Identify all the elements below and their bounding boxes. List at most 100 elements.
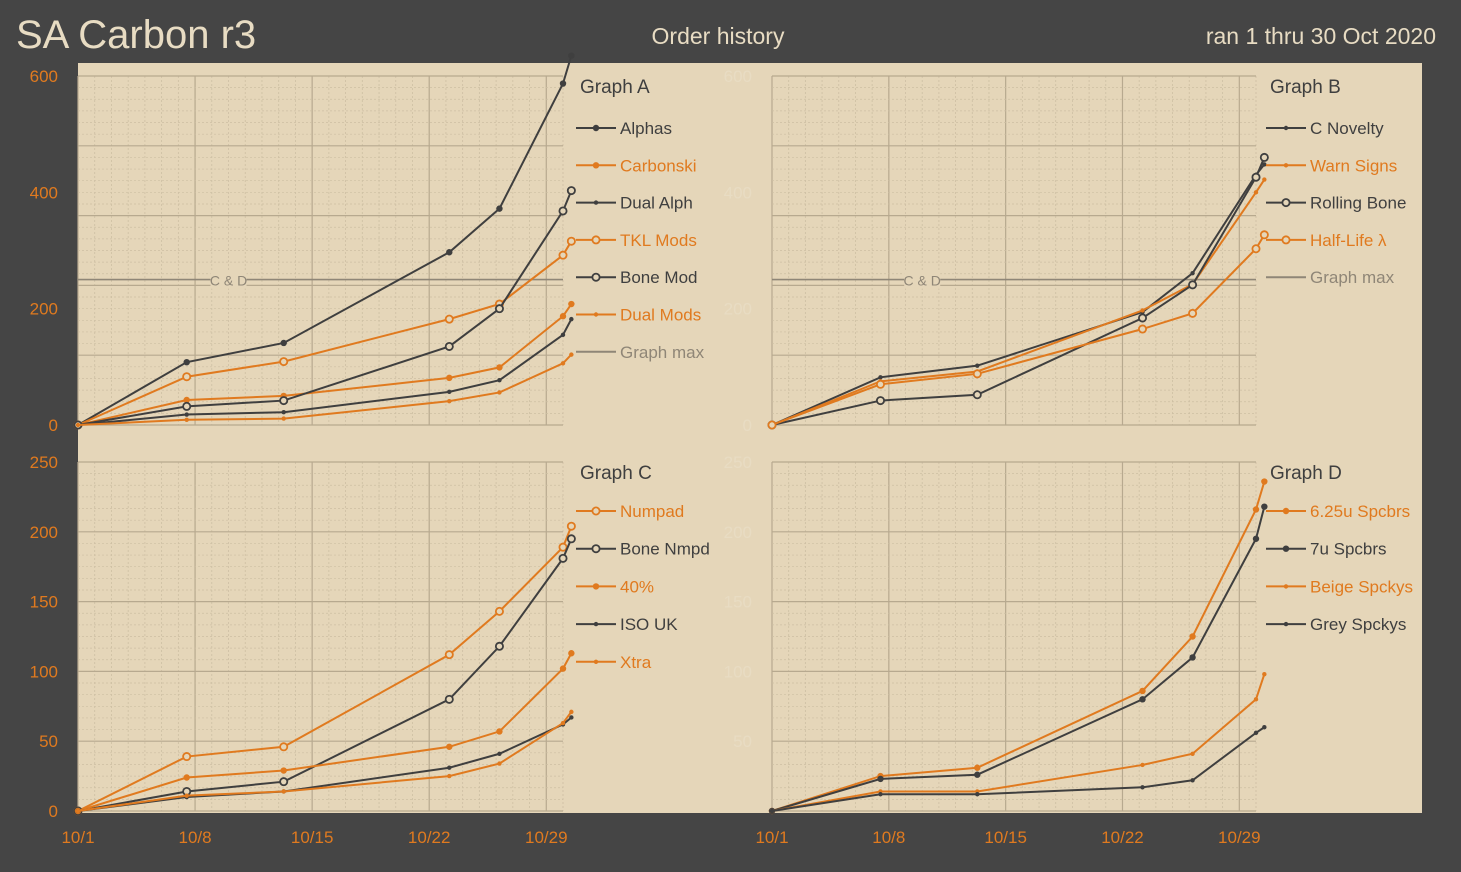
legend: Graph D 6.25u Spcbrs 7u Spcbrs Beige Spckys… [1266,463,1413,634]
x-tick-label: 10/1 [61,828,94,847]
y-tick-label: 200 [30,300,58,319]
y-tick-label: 0 [49,802,58,821]
data-point [1259,152,1269,162]
data-point [767,420,777,430]
series-40- [74,650,575,815]
data-point [558,542,568,552]
data-point [560,720,566,726]
data-point [1138,324,1148,334]
legend-swatch-marker [1281,198,1291,208]
data-point [974,771,981,778]
legend-item: Carbonski [576,156,697,175]
legend-item: Xtra [576,653,652,672]
data-point [1138,313,1148,323]
data-point [446,374,453,382]
legend-label: Beige Spckys [1310,577,1413,596]
y-tick-label: 250 [724,453,752,472]
data-point [1261,478,1268,485]
y-tick-label: 600 [30,67,58,86]
data-point [279,357,289,367]
data-point [1262,177,1267,182]
graph-max-annotation: C & D [210,273,247,289]
y-tick-label: 100 [724,662,752,681]
legend-swatch-marker [1283,163,1289,168]
legend-item: Graph max [1266,268,1395,287]
graph-panels: 0 200 400 600 C & D Graph A Alphas Carbonski Dua… [30,52,1413,847]
data-point [184,412,189,417]
data-point [569,715,574,720]
data-point [1253,190,1259,195]
data-point [279,777,289,787]
data-point [975,363,980,368]
graph-title: Graph D [1270,463,1342,484]
legend-item: Warn Signs [1266,156,1397,175]
data-point [566,236,576,246]
data-point [494,606,504,616]
data-point [558,553,568,563]
legend-label: C Novelty [1310,119,1384,138]
data-point [444,341,454,351]
data-point [569,709,574,715]
graph-title: Graph B [1270,77,1341,98]
legend: Graph A Alphas Carbonski Dual Alph TKL Mods B… [576,77,705,362]
data-point [446,743,453,750]
y-tick-label: 150 [30,593,58,612]
x-tick-label: 10/8 [179,828,212,847]
y-tick-label: 400 [724,183,752,202]
data-point [972,390,982,400]
y-tick-label: 0 [49,416,58,435]
data-point [1259,230,1269,240]
y-tick-label: 600 [724,67,752,86]
x-tick-label: 10/15 [291,828,334,847]
legend-label: Alphas [620,119,672,138]
data-point [279,396,289,406]
graph-max-annotation: C & D [904,273,941,289]
data-point [444,694,454,704]
legend-label: Bone Nmpd [620,540,710,559]
data-point [280,339,287,347]
legend-swatch-marker [591,272,601,282]
data-point [281,416,286,421]
data-point [566,186,576,196]
data-point [1262,162,1267,167]
data-point [1253,730,1259,736]
data-point [1188,308,1198,318]
graph-a: 0 200 400 600 C & D Graph A Alphas Carbonski Dua… [30,52,705,435]
legend-item: Rolling Bone [1266,194,1406,213]
series-bone-nmpd [73,534,576,816]
data-point [494,304,504,314]
legend-item: Graph max [576,343,705,362]
data-point [568,650,575,657]
graph-d: 50 100 150 200 250 10/1 10/8 10/15 10/22 10/29 Gra… [724,453,1413,847]
legend-swatch-marker [1283,621,1289,627]
data-point [183,396,190,404]
data-point [569,316,574,322]
legend-item: Bone Mod [576,268,698,287]
legend-item: Numpad [576,502,684,521]
legend-item: ISO UK [576,615,678,634]
legend-label: ISO UK [620,615,678,634]
legend-swatch-marker [591,235,601,245]
legend-label: TKL Mods [620,231,697,250]
data-point [447,773,452,779]
series-alphas [74,52,575,429]
data-point [497,751,502,756]
graph-grid [771,461,1257,812]
data-point [496,205,503,212]
data-point [769,808,775,814]
legend-label: Xtra [620,653,652,672]
legend-item: 7u Spcbrs [1266,540,1387,559]
data-point [281,410,286,415]
data-point [1140,308,1145,313]
series-bone-mod [73,186,576,430]
legend-swatch-marker [1282,545,1290,552]
data-point [184,417,189,422]
legend-item: 6.25u Spcbrs [1266,502,1410,521]
x-tick-label: 10/22 [1101,828,1144,847]
data-point [875,396,885,406]
legend-swatch-marker [1281,235,1291,245]
legend: Graph C Numpad Bone Nmpd 40% ISO UK Xtra [576,463,710,672]
data-point [447,389,452,395]
y-tick-label: 250 [30,453,58,472]
data-point [497,761,502,766]
